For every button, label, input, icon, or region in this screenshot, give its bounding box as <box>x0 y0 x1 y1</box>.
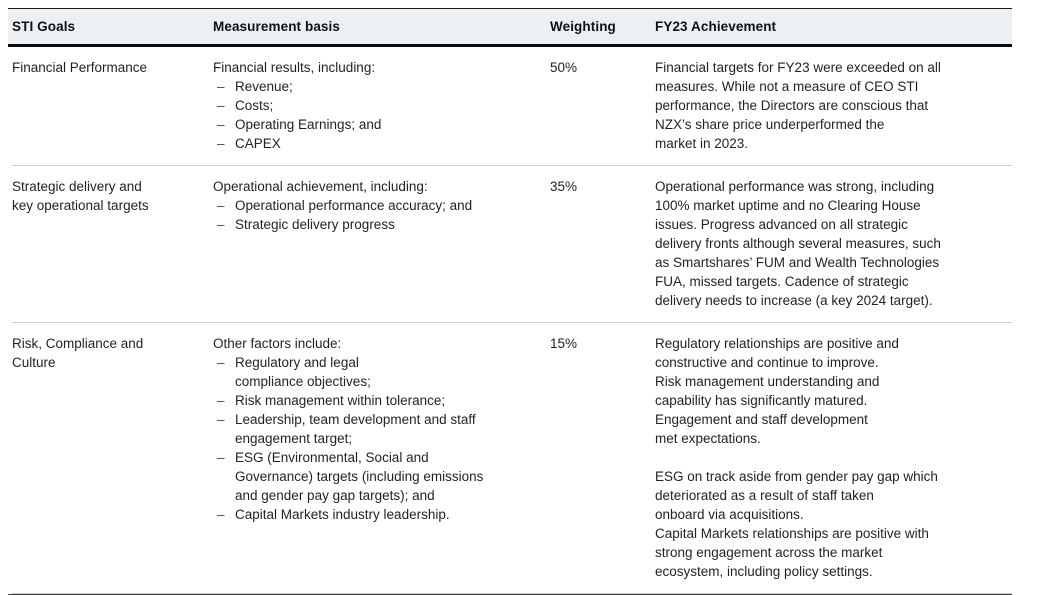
list-item-text: ESG (Environmental, Social and Governanc… <box>235 450 484 503</box>
goal-cell: Risk, Compliance and Culture <box>12 336 144 370</box>
dash-marker: – <box>217 198 225 213</box>
dash-marker: – <box>217 217 225 232</box>
list-item-text: Regulatory and legal compliance objectiv… <box>235 355 371 389</box>
table-row: Risk, Compliance and Culture Other facto… <box>12 323 1012 594</box>
measurement-list: – Regulatory and legal compliance object… <box>213 353 538 524</box>
measurement-cell: Operational achievement, including: – Op… <box>213 177 550 310</box>
list-item-text: Risk management within tolerance; <box>235 393 446 408</box>
list-item-text: Revenue; <box>235 79 293 94</box>
dash-marker: – <box>217 412 225 427</box>
list-item: – ESG (Environmental, Social and Governa… <box>213 448 538 505</box>
dash-marker: – <box>217 117 225 132</box>
list-item: – CAPEX <box>213 134 538 153</box>
list-item: – Operating Earnings; and <box>213 115 538 134</box>
weighting-cell: 50% <box>550 60 578 75</box>
column-header-sti-goals: STI Goals <box>12 19 76 34</box>
list-item: – Capital Markets industry leadership. <box>213 505 538 524</box>
dash-marker: – <box>217 79 225 94</box>
list-item-text: Capital Markets industry leadership. <box>235 507 450 522</box>
measurement-cell: Other factors include: – Regulatory and … <box>213 334 550 581</box>
list-item: – Revenue; <box>213 77 538 96</box>
measurement-intro: Financial results, including: <box>213 60 376 75</box>
list-item: – Regulatory and legal compliance object… <box>213 353 538 391</box>
list-item: – Costs; <box>213 96 538 115</box>
weighting-cell: 15% <box>550 336 578 351</box>
dash-marker: – <box>217 98 225 113</box>
column-header-fy23-achievement: FY23 Achievement <box>655 19 777 34</box>
list-item-text: Costs; <box>235 98 274 113</box>
achievement-cell: Regulatory relationships are positive an… <box>655 336 938 579</box>
list-item: – Strategic delivery progress <box>213 215 538 234</box>
dash-marker: – <box>217 355 225 370</box>
dash-marker: – <box>217 393 225 408</box>
table-header-row: STI Goals Measurement basis Weighting FY… <box>8 9 1012 47</box>
table-row: Strategic delivery and key operational t… <box>12 166 1012 323</box>
achievement-cell: Operational performance was strong, incl… <box>655 179 941 308</box>
column-header-weighting: Weighting <box>550 19 616 34</box>
weighting-cell: 35% <box>550 179 578 194</box>
list-item: – Leadership, team development and staff… <box>213 410 538 448</box>
measurement-intro: Other factors include: <box>213 336 342 351</box>
achievement-cell: Financial targets for FY23 were exceeded… <box>655 60 941 151</box>
goal-cell: Strategic delivery and key operational t… <box>12 179 149 213</box>
sti-goals-table: STI Goals Measurement basis Weighting FY… <box>8 8 1012 595</box>
list-item-text: Operational performance accuracy; and <box>235 198 473 213</box>
measurement-list: – Operational performance accuracy; and … <box>213 196 538 234</box>
measurement-cell: Financial results, including: – Revenue;… <box>213 58 550 153</box>
table-row: Financial Performance Financial results,… <box>12 47 1012 166</box>
list-item: – Risk management within tolerance; <box>213 391 538 410</box>
dash-marker: – <box>217 450 225 465</box>
measurement-intro: Operational achievement, including: <box>213 179 428 194</box>
list-item-text: Operating Earnings; and <box>235 117 382 132</box>
dash-marker: – <box>217 136 225 151</box>
column-header-measurement-basis: Measurement basis <box>213 19 341 34</box>
measurement-list: – Revenue; – Costs; – Operating Earnings… <box>213 77 538 153</box>
list-item-text: CAPEX <box>235 136 281 151</box>
list-item: – Operational performance accuracy; and <box>213 196 538 215</box>
list-item-text: Leadership, team development and staff e… <box>235 412 476 446</box>
goal-cell: Financial Performance <box>12 60 148 75</box>
dash-marker: – <box>217 507 225 522</box>
list-item-text: Strategic delivery progress <box>235 217 395 232</box>
